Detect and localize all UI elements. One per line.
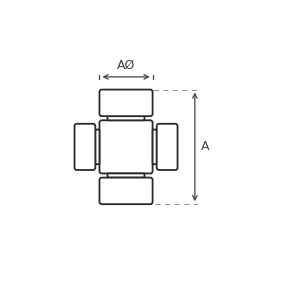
FancyBboxPatch shape: [100, 120, 153, 173]
FancyBboxPatch shape: [100, 90, 153, 116]
FancyBboxPatch shape: [100, 178, 153, 204]
Text: AØ: AØ: [117, 59, 135, 72]
FancyBboxPatch shape: [157, 124, 178, 170]
Text: A: A: [201, 140, 209, 153]
FancyBboxPatch shape: [95, 130, 100, 164]
FancyBboxPatch shape: [74, 124, 95, 170]
FancyBboxPatch shape: [108, 173, 145, 178]
FancyBboxPatch shape: [153, 130, 157, 164]
FancyBboxPatch shape: [108, 116, 145, 120]
